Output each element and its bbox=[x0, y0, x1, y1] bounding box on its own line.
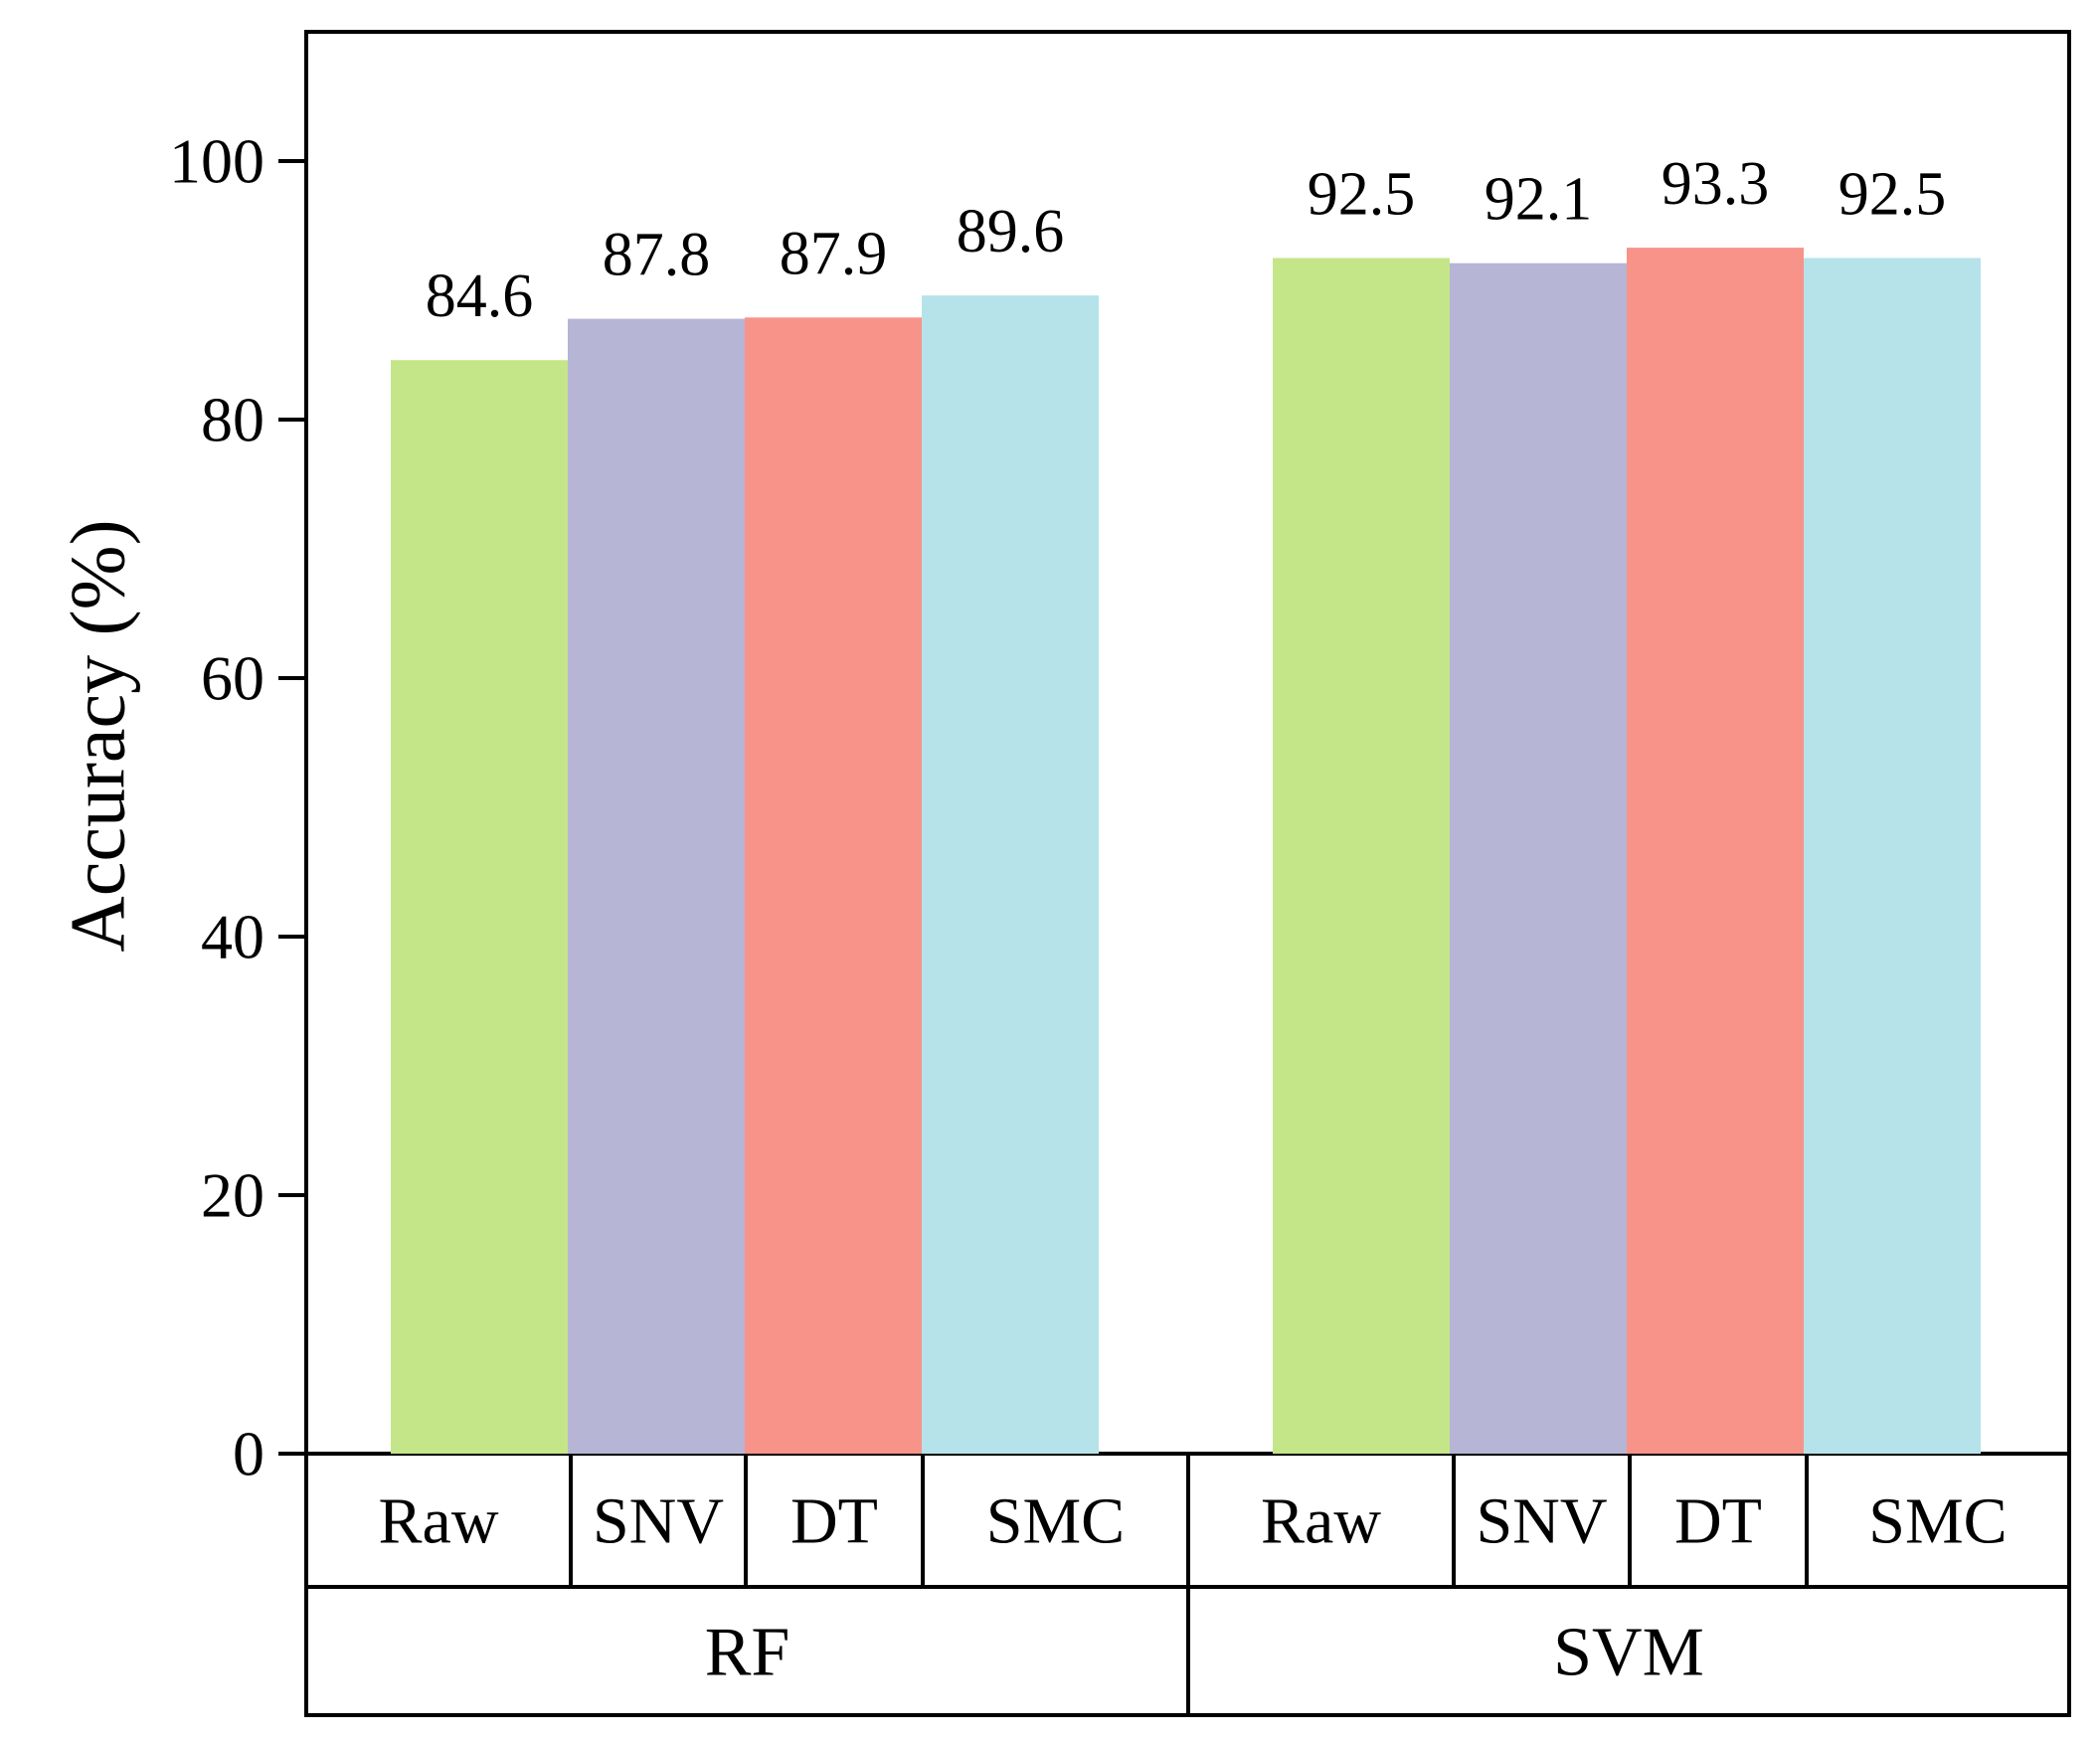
bar-rf-smc bbox=[922, 295, 1099, 1455]
y-tick-label: 80 bbox=[201, 385, 264, 455]
bar-rf-dt bbox=[745, 317, 922, 1454]
bar-rf-snv bbox=[568, 318, 745, 1455]
y-tick-label: 60 bbox=[201, 643, 264, 714]
category-table: Raw SNV DT SMC RF Raw SNV DT SMC SVM bbox=[379, 1454, 2008, 1715]
bar-svm-raw bbox=[1273, 258, 1450, 1454]
bar-svm-dt bbox=[1627, 248, 1804, 1455]
bar-svm-snv bbox=[1450, 262, 1627, 1455]
category-label: Raw bbox=[1261, 1485, 1381, 1558]
category-label: DT bbox=[790, 1485, 878, 1558]
y-tick-label: 40 bbox=[201, 902, 264, 972]
bar-rf-raw bbox=[391, 360, 568, 1455]
bar-svm-smc bbox=[1804, 258, 1981, 1454]
y-axis-ticks: 0 20 40 60 80 100 bbox=[169, 126, 306, 1489]
category-label: SNV bbox=[593, 1485, 724, 1558]
bars: 84.6 87.8 87.9 89.6 92.5 92.1 93.3 92.5 bbox=[391, 150, 1981, 1455]
data-label: 92.1 bbox=[1485, 166, 1593, 234]
y-tick-label: 0 bbox=[233, 1419, 264, 1489]
data-label: 89.6 bbox=[957, 198, 1065, 265]
data-label: 84.6 bbox=[426, 262, 534, 330]
y-tick-label: 100 bbox=[169, 126, 264, 197]
category-label: SMC bbox=[1868, 1485, 2007, 1558]
group-label-rf: RF bbox=[705, 1615, 790, 1691]
data-label: 87.8 bbox=[603, 222, 711, 289]
category-label: DT bbox=[1674, 1485, 1762, 1558]
data-label: 93.3 bbox=[1662, 150, 1770, 218]
data-label: 92.5 bbox=[1838, 161, 1947, 229]
y-tick-label: 20 bbox=[201, 1160, 264, 1231]
y-axis-title: Accuracy (%) bbox=[55, 519, 141, 952]
group-label-svm: SVM bbox=[1553, 1615, 1704, 1691]
data-label: 87.9 bbox=[780, 220, 888, 287]
data-label: 92.5 bbox=[1308, 161, 1416, 229]
category-label: SNV bbox=[1476, 1485, 1607, 1558]
category-label: Raw bbox=[379, 1485, 499, 1558]
category-label: SMC bbox=[986, 1485, 1125, 1558]
